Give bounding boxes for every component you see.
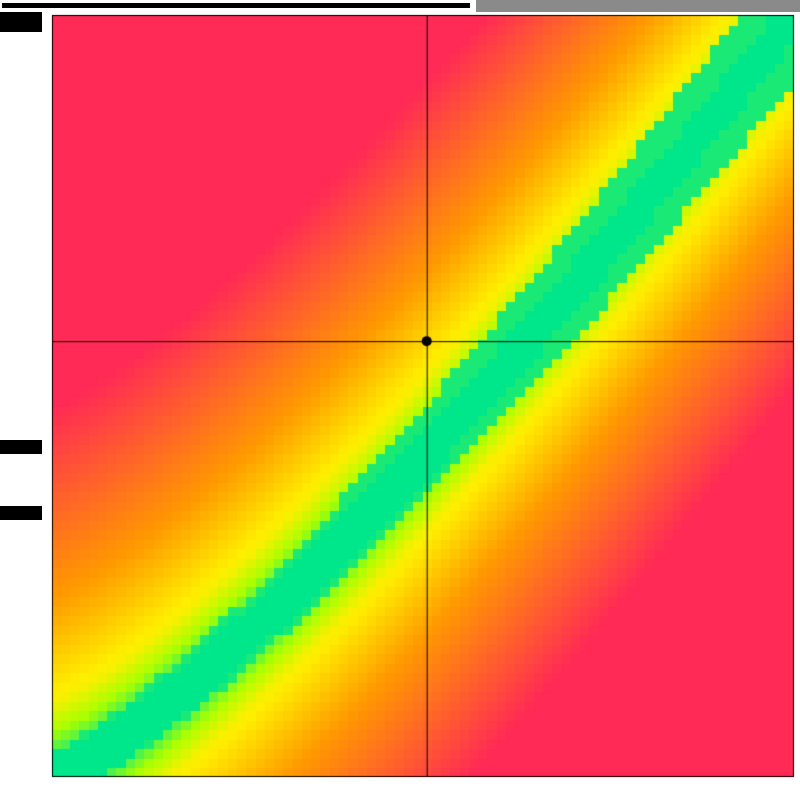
axes-canvas: [0, 0, 800, 800]
chart-container: [0, 0, 800, 800]
top-frame-bar-right: [476, 0, 800, 12]
top-frame-bar-left: [2, 3, 470, 8]
left-tick-bar-1: [0, 12, 42, 32]
left-tick-bar-2: [0, 440, 42, 454]
left-tick-bar-3: [0, 506, 42, 520]
